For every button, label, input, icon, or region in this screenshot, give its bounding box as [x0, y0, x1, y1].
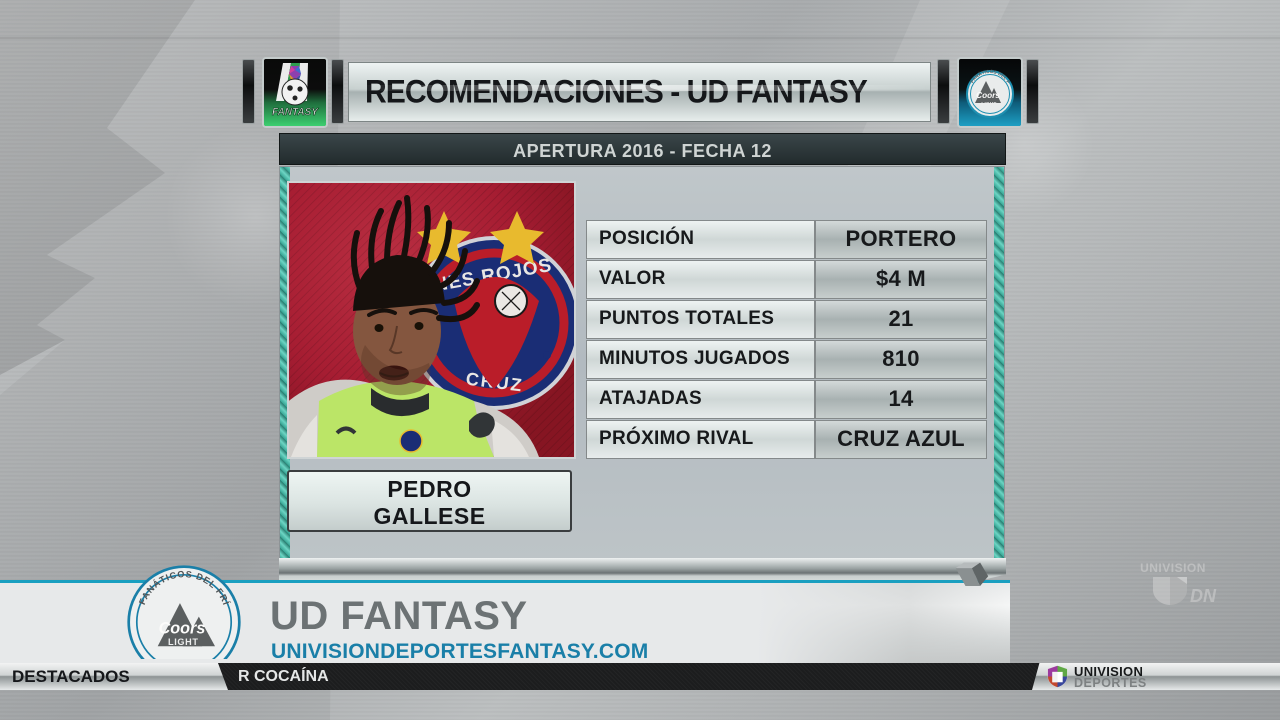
svg-text:Coors: Coors: [976, 91, 1000, 100]
svg-text:Coors: Coors: [159, 619, 206, 637]
svg-text:DN: DN: [1190, 586, 1217, 606]
svg-text:FANTASY: FANTASY: [272, 107, 319, 118]
svg-text:UNIVISION: UNIVISION: [1140, 561, 1206, 575]
svg-text:LIGHT: LIGHT: [168, 637, 199, 647]
svg-text:LIGHT: LIGHT: [981, 101, 996, 106]
